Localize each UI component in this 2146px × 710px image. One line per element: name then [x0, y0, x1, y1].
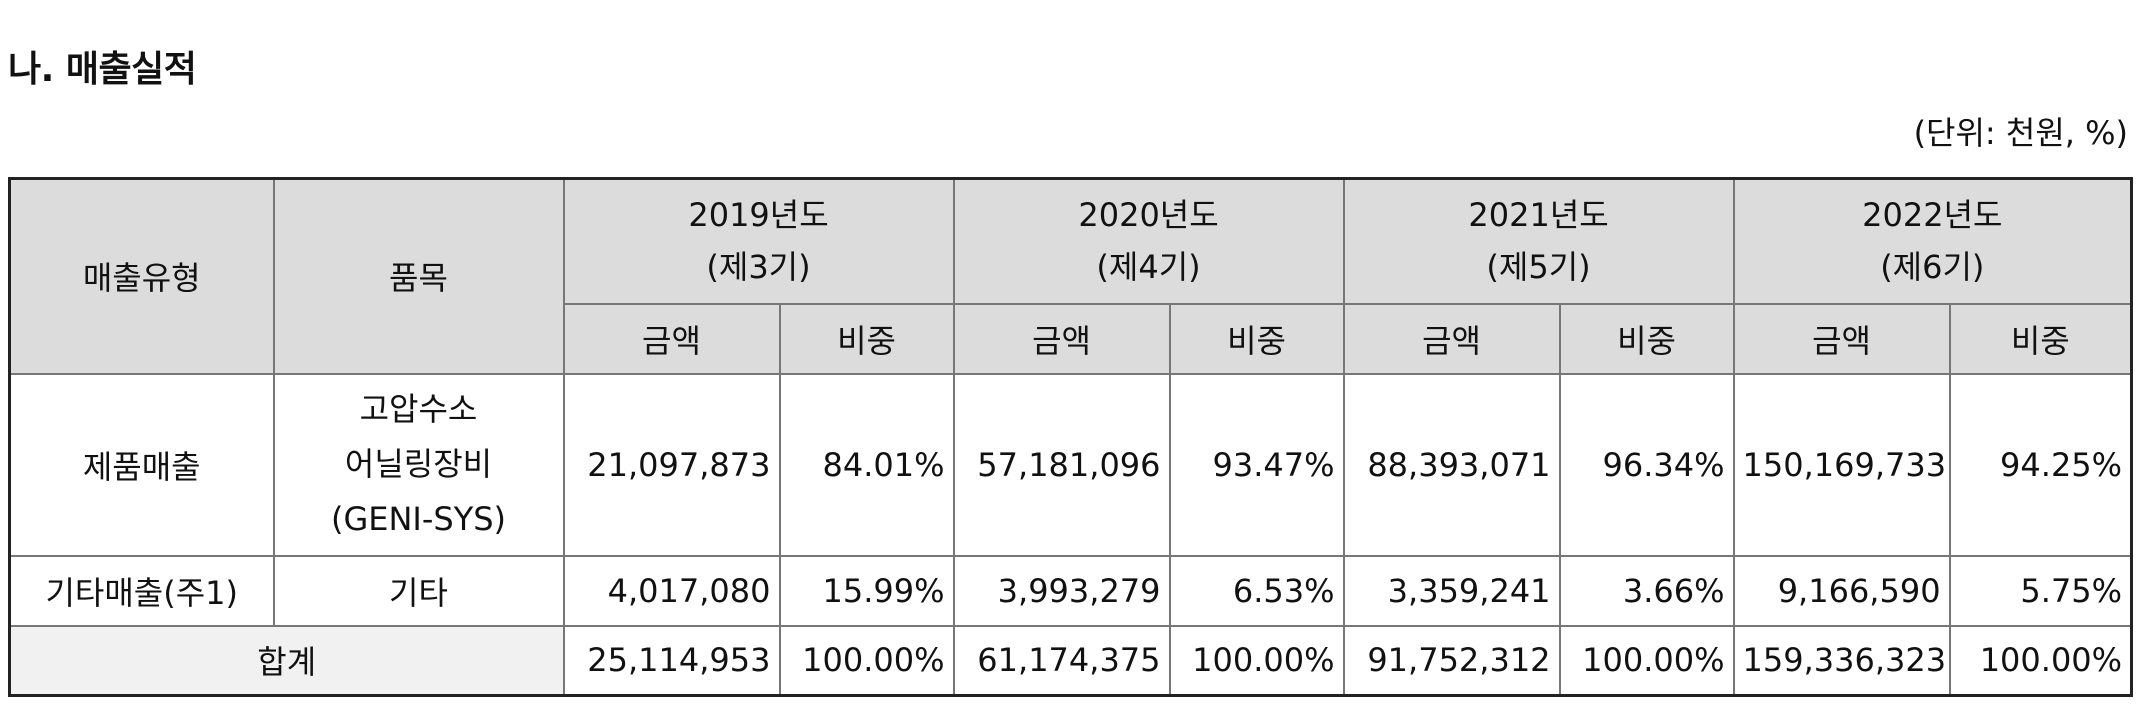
amount-cell: 57,181,096 — [952, 372, 1171, 557]
total-amount-cell: 25,114,953 — [562, 624, 781, 697]
item-cell: 고압수소 어닐링장비 (GENI-SYS) — [272, 372, 565, 557]
total-ratio-cell: 100.00% — [1948, 624, 2133, 697]
table-row-other-sales: 기타매출(주1) 기타 4,017,080 15.99% 3,993,279 6… — [8, 554, 2133, 627]
header-year-2021: 2021년도 (제5기) — [1342, 177, 1735, 305]
total-ratio-cell: 100.00% — [778, 624, 955, 697]
period-label: (제4기) — [1096, 248, 1201, 287]
header-amount: 금액 — [1342, 302, 1561, 375]
total-ratio-cell: 100.00% — [1168, 624, 1345, 697]
header-year-2022: 2022년도 (제6기) — [1732, 177, 2133, 305]
ratio-cell: 84.01% — [778, 372, 955, 557]
ratio-cell: 94.25% — [1948, 372, 2133, 557]
amount-cell: 3,993,279 — [952, 554, 1171, 627]
year-label: 2021년도 — [1468, 196, 1609, 235]
header-amount: 금액 — [562, 302, 781, 375]
ratio-cell: 5.75% — [1948, 554, 2133, 627]
header-ratio: 비중 — [1168, 302, 1345, 375]
item-line: (GENI-SYS) — [330, 500, 507, 538]
total-amount-cell: 159,336,323 — [1732, 624, 1951, 697]
sales-table: 매출유형 품목 2019년도 (제3기) 2020년도 (제4기) 2021년도… — [8, 177, 2134, 697]
total-ratio-cell: 100.00% — [1558, 624, 1735, 697]
period-label: (제6기) — [1880, 248, 1985, 287]
header-sales-type: 매출유형 — [8, 177, 275, 375]
ratio-cell: 96.34% — [1558, 372, 1735, 557]
item-line: 어닐링장비 — [344, 445, 493, 483]
header-ratio: 비중 — [1948, 302, 2133, 375]
ratio-cell: 3.66% — [1558, 554, 1735, 627]
header-row-years: 매출유형 품목 2019년도 (제3기) 2020년도 (제4기) 2021년도… — [8, 177, 2133, 375]
header-row-subcolumns: 금액 비중 금액 비중 금액 비중 금액 비중 — [10, 302, 2133, 375]
item-cell: 기타 — [272, 554, 565, 627]
year-label: 2019년도 — [688, 196, 829, 235]
sales-type-cell: 제품매출 — [8, 372, 275, 557]
ratio-cell: 6.53% — [1168, 554, 1345, 627]
header-ratio: 비중 — [1558, 302, 1735, 375]
year-label: 2020년도 — [1078, 196, 1219, 235]
amount-cell: 9,166,590 — [1732, 554, 1951, 627]
total-amount-cell: 61,174,375 — [952, 624, 1171, 697]
period-label: (제3기) — [706, 248, 811, 287]
table-row-total: 합계 25,114,953 100.00% 61,174,375 100.00%… — [8, 624, 2133, 697]
unit-note: (단위: 천원, %) — [1913, 114, 2128, 152]
header-amount: 금액 — [952, 302, 1171, 375]
ratio-cell: 15.99% — [778, 554, 955, 627]
ratio-cell: 93.47% — [1168, 372, 1345, 557]
item-line: 고압수소 — [359, 390, 478, 428]
header-year-2020: 2020년도 (제4기) — [952, 177, 1345, 305]
header-year-2019: 2019년도 (제3기) — [562, 177, 955, 305]
section-title: 나. 매출실적 — [8, 49, 197, 90]
amount-cell: 88,393,071 — [1342, 372, 1561, 557]
table-row-product-sales: 제품매출 고압수소 어닐링장비 (GENI-SYS) 21,097,873 84… — [8, 372, 2133, 557]
header-amount: 금액 — [1732, 302, 1951, 375]
sales-type-cell: 기타매출(주1) — [8, 554, 275, 627]
amount-cell: 4,017,080 — [562, 554, 781, 627]
total-label: 합계 — [8, 624, 565, 697]
amount-cell: 21,097,873 — [562, 372, 781, 557]
year-label: 2022년도 — [1862, 196, 2003, 235]
amount-cell: 150,169,733 — [1732, 372, 1951, 557]
header-item: 품목 — [272, 177, 565, 375]
amount-cell: 3,359,241 — [1342, 554, 1561, 627]
header-ratio: 비중 — [778, 302, 955, 375]
period-label: (제5기) — [1486, 248, 1591, 287]
total-amount-cell: 91,752,312 — [1342, 624, 1561, 697]
